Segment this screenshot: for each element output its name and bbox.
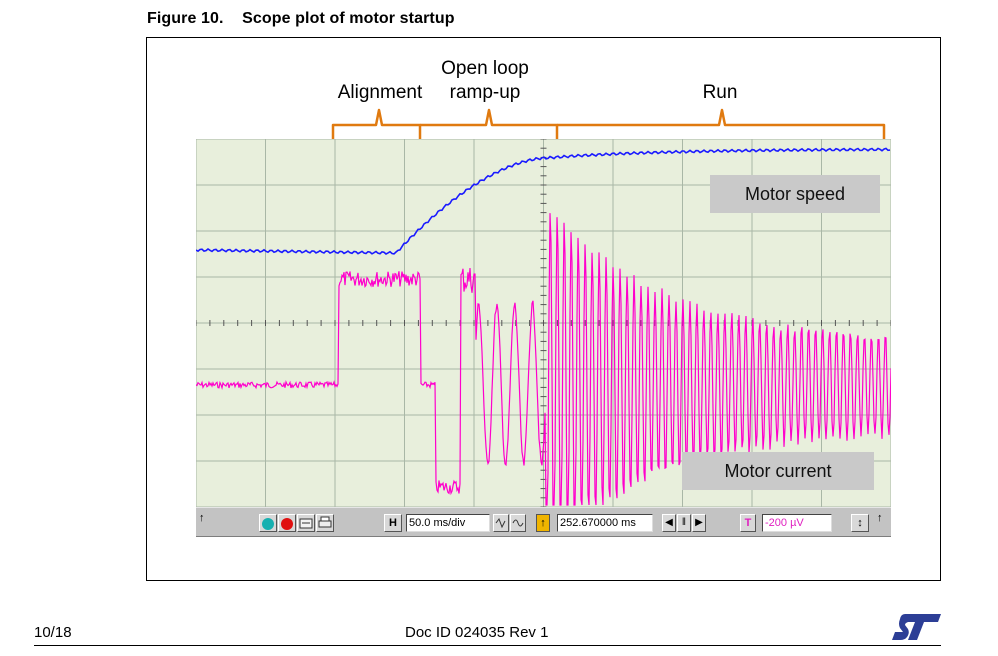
motor-current-trace [196,213,891,506]
phase-label-alignment: Alignment [337,82,423,103]
record-button[interactable] [278,514,296,532]
trigger-level-field[interactable]: -200 µV [762,514,832,532]
figure-number: Figure 10. [147,10,224,27]
record-icon [281,518,293,530]
time-per-div-field[interactable]: 50.0 ms/div [406,514,490,532]
brace-open-loop [420,108,559,139]
trigger-button[interactable]: T [740,514,756,532]
footer-rule [34,645,941,646]
print-button[interactable] [316,514,334,532]
page-number: 10/18 [34,624,72,641]
folder-icon [299,518,313,529]
ac-coupling-button[interactable] [510,514,526,532]
position-field[interactable]: 252.670000 ms [557,514,653,532]
up-arrow-right-icon[interactable]: ↑ [877,512,883,524]
figure-title: Scope plot of motor startup [242,10,455,27]
waveform-icon [495,517,506,529]
pause-button[interactable]: ‖ [677,514,691,532]
waveform-button[interactable] [493,514,509,532]
printer-icon [318,516,332,528]
motor-speed-label: Motor speed [710,175,880,213]
next-button[interactable]: ▶ [692,514,706,532]
figure-frame [146,37,941,581]
up-arrow-icon[interactable]: ↑ [199,512,205,524]
phase-braces [331,108,886,139]
doc-id: Doc ID 024035 Rev 1 [405,624,549,641]
figure-caption: Figure 10. Scope plot of motor startup [147,10,455,28]
channel-cyan-button[interactable] [259,514,277,532]
sine-icon [512,519,524,527]
open-file-button[interactable] [297,514,315,532]
brace-alignment [331,108,422,139]
prev-button[interactable]: ◀ [662,514,676,532]
st-logo-icon: ST [892,614,941,640]
horizontal-button[interactable]: H [384,514,402,532]
phase-label-run: Run [702,82,738,103]
brace-run [557,108,886,139]
scope-toolbar: ↑ H 50.0 ms/div ↑ 252.670000 ms ◀ ‖ ▶ T … [196,507,891,537]
trigger-marker-button[interactable]: ↑ [536,514,550,532]
phase-label-open-loop-line1: Open loop [441,58,529,79]
motor-speed-trace [196,147,891,255]
phase-label-open-loop-line2: ramp-up [449,82,521,103]
trigger-level-spinner[interactable]: ↕ [851,514,869,532]
motor-current-label: Motor current [682,452,874,490]
circle-icon [262,518,274,530]
